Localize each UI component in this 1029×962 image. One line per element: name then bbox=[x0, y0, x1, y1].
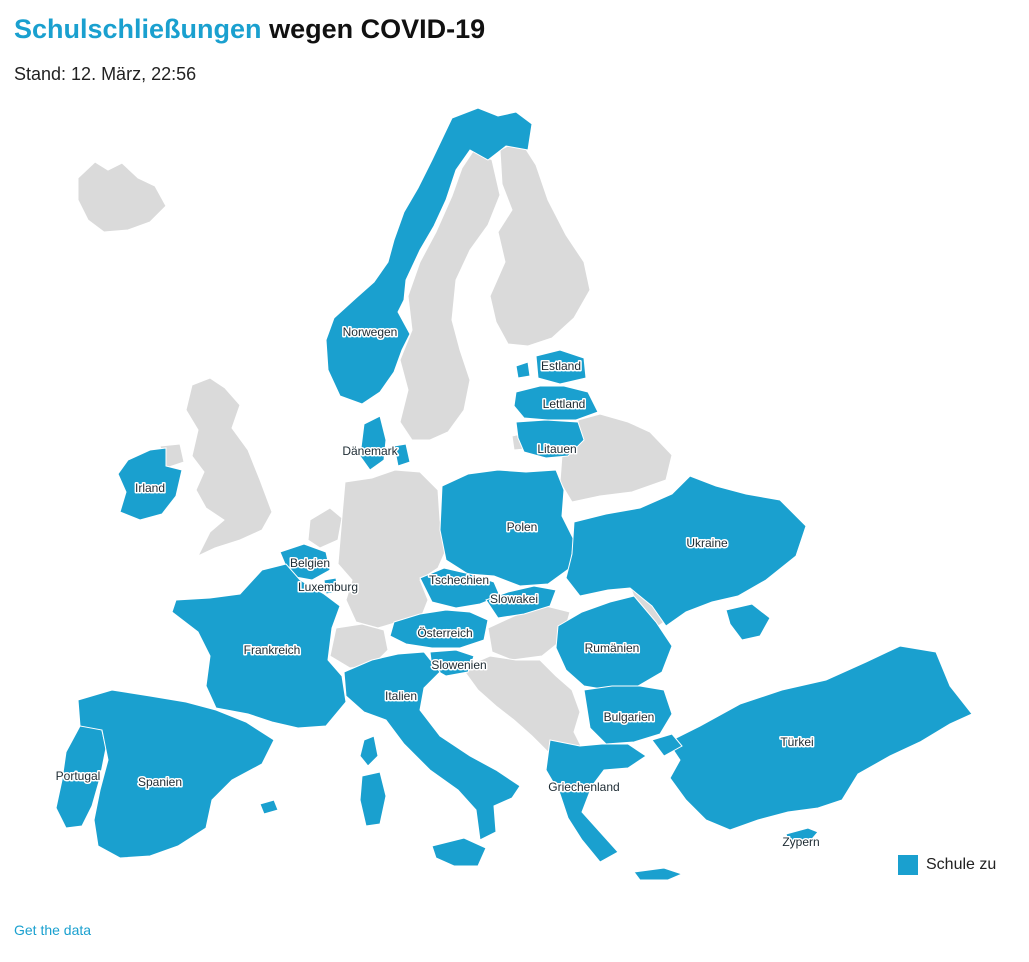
legend-label: Schule zu bbox=[926, 856, 997, 873]
netherlands bbox=[307, 507, 343, 549]
legend: Schule zu bbox=[898, 855, 996, 875]
denmark bbox=[359, 415, 387, 471]
germany bbox=[337, 469, 447, 629]
italy bbox=[343, 651, 521, 841]
balkans-west bbox=[461, 655, 587, 767]
sardinia bbox=[359, 771, 387, 827]
slovakia bbox=[485, 585, 557, 619]
ireland bbox=[117, 447, 183, 521]
title-highlight: Schulschließungen bbox=[14, 14, 262, 44]
label-rumaenien: Rumänien bbox=[585, 641, 640, 655]
label-slowakei: Slowakei bbox=[490, 592, 538, 606]
label-daenemark: Dänemark bbox=[342, 444, 398, 458]
norway bbox=[325, 107, 533, 405]
label-griechenland: Griechenland bbox=[548, 780, 619, 794]
label-belgien: Belgien bbox=[290, 556, 330, 570]
map-subtitle: Stand: 12. März, 22:56 bbox=[14, 64, 197, 84]
crete bbox=[633, 867, 684, 881]
estonia-islands bbox=[515, 361, 531, 379]
legend-swatch bbox=[898, 855, 918, 875]
label-zypern: Zypern bbox=[782, 835, 819, 849]
great-britain bbox=[185, 377, 273, 558]
turkey bbox=[667, 645, 973, 831]
label-polen: Polen bbox=[507, 520, 538, 534]
title-rest: wegen COVID-19 bbox=[269, 14, 486, 44]
label-tschechien: Tschechien bbox=[429, 573, 489, 587]
sweden bbox=[399, 149, 501, 441]
get-the-data-link[interactable]: Get the data bbox=[14, 922, 92, 938]
map-title: Schulschließungen wegen COVID-19 bbox=[14, 14, 485, 45]
romania bbox=[555, 595, 673, 691]
finland bbox=[489, 139, 591, 347]
ukraine bbox=[565, 475, 807, 627]
europe-map: Norwegen Estland Lettland Litauen Dänema… bbox=[54, 107, 973, 881]
label-slowenien: Slowenien bbox=[431, 658, 486, 672]
cyprus bbox=[785, 827, 819, 847]
turkey-thrace bbox=[651, 733, 683, 757]
label-estland: Estland bbox=[541, 359, 581, 373]
greece bbox=[545, 739, 647, 863]
lithuania bbox=[515, 419, 585, 459]
latvia bbox=[513, 385, 599, 421]
label-portugal: Portugal bbox=[56, 769, 101, 783]
label-irland: Irland bbox=[135, 481, 165, 495]
france bbox=[171, 563, 347, 729]
austria bbox=[389, 609, 489, 649]
luxembourg bbox=[323, 577, 339, 595]
label-ukraine: Ukraine bbox=[686, 536, 728, 550]
label-lettland: Lettland bbox=[543, 397, 586, 411]
label-litauen: Litauen bbox=[537, 442, 576, 456]
label-spanien: Spanien bbox=[138, 775, 182, 789]
label-frankreich: Frankreich bbox=[244, 643, 301, 657]
label-italien: Italien bbox=[385, 689, 417, 703]
corsica bbox=[359, 735, 379, 767]
bulgaria bbox=[583, 685, 673, 745]
crimea bbox=[725, 603, 771, 641]
denmark-zealand bbox=[393, 443, 411, 467]
label-luxemburg: Luxemburg bbox=[298, 580, 358, 594]
iceland bbox=[77, 161, 167, 233]
label-bulgarien: Bulgarien bbox=[604, 710, 655, 724]
spain bbox=[77, 689, 275, 859]
label-norwegen: Norwegen bbox=[343, 325, 398, 339]
estonia bbox=[535, 349, 587, 385]
sicily bbox=[431, 837, 487, 867]
label-tuerkei: Türkei bbox=[780, 735, 813, 749]
label-oesterreich: Österreich bbox=[417, 626, 472, 640]
balearic-islands bbox=[259, 799, 279, 815]
